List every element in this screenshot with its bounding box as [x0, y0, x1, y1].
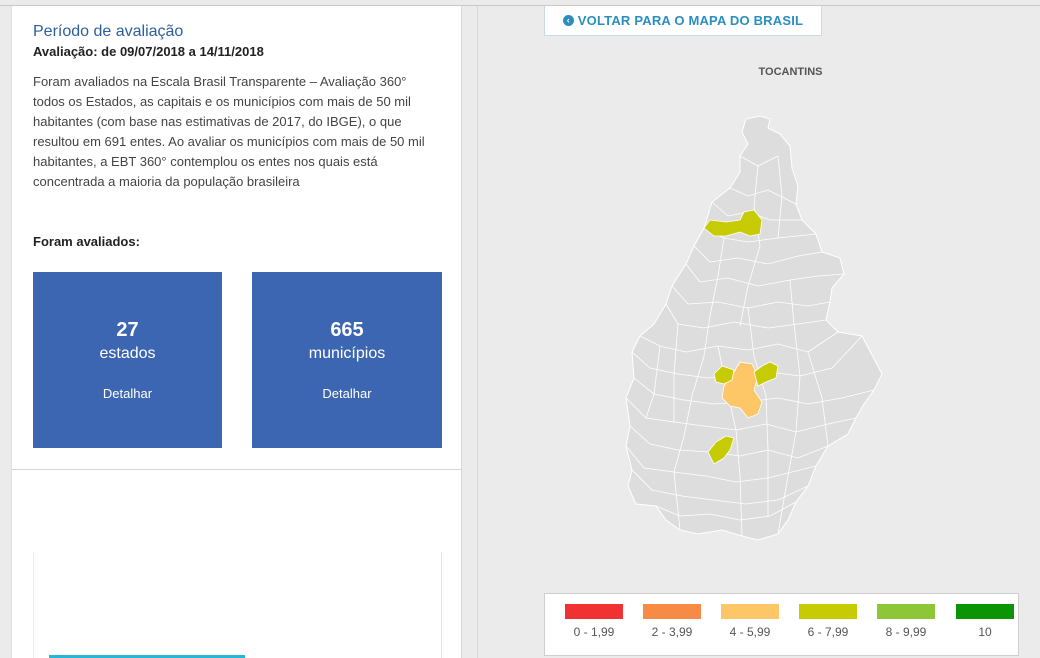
back-button-label: VOLTAR PARA O MAPA DO BRASIL — [577, 13, 804, 28]
legend-swatch — [877, 604, 935, 619]
municipalities-card[interactable]: 665 municípios Detalhar — [252, 272, 442, 448]
legend-label: 8 - 9,99 — [885, 625, 927, 639]
map-area: ‹ VOLTAR PARA O MAPA DO BRASIL TOCANTINS — [477, 6, 1040, 658]
legend-item: 10 — [956, 604, 1014, 639]
municipalities-label: municípios — [308, 345, 386, 362]
states-count: 27 — [116, 319, 139, 341]
municipality-score-6-7-south[interactable] — [707, 435, 735, 465]
legend-item: 0 - 1,99 — [565, 604, 623, 639]
municipalities-detail-link[interactable]: Detalhar — [322, 386, 372, 401]
legend-item: 8 - 9,99 — [877, 604, 935, 639]
period-title: Período de avaliação — [33, 23, 184, 40]
legend-item: 6 - 7,99 — [799, 604, 857, 639]
municipality-score-6-7-center-west[interactable] — [713, 365, 735, 385]
municipality-score-6-7-north[interactable] — [703, 209, 763, 237]
legend-swatch — [721, 604, 779, 619]
municipality-score-6-7-center-east[interactable] — [753, 361, 779, 387]
legend-label: 2 - 3,99 — [651, 625, 693, 639]
states-card[interactable]: 27 estados Detalhar — [33, 272, 222, 448]
back-to-brazil-map-button[interactable]: ‹ VOLTAR PARA O MAPA DO BRASIL — [544, 6, 822, 36]
lower-inner-box — [33, 552, 442, 658]
state-outline[interactable] — [625, 115, 883, 541]
period-dates: Avaliação: de 09/07/2018 a 14/11/2018 — [33, 44, 264, 59]
legend-item: 2 - 3,99 — [643, 604, 701, 639]
states-label: estados — [99, 345, 156, 362]
evaluated-label: Foram avaliados: — [33, 234, 140, 249]
legend-item: 4 - 5,99 — [721, 604, 779, 639]
chevron-left-circle-icon: ‹ — [562, 15, 574, 26]
state-name: TOCANTINS — [758, 66, 823, 78]
legend-label: 4 - 5,99 — [729, 625, 771, 639]
legend-swatch — [799, 604, 857, 619]
legend-label: 10 — [978, 625, 992, 639]
evaluation-panel: Período de avaliação Avaliação: de 09/07… — [11, 6, 462, 470]
teal-accent-bar — [49, 655, 245, 658]
legend-swatch — [643, 604, 701, 619]
legend-swatch — [565, 604, 623, 619]
states-detail-link[interactable]: Detalhar — [102, 386, 153, 401]
legend-label: 6 - 7,99 — [807, 625, 849, 639]
lower-panel — [11, 470, 462, 658]
legend-label: 0 - 1,99 — [573, 625, 615, 639]
municipalities-count: 665 — [330, 319, 364, 341]
tocantins-map[interactable] — [618, 106, 888, 546]
period-description: Foram avaliados na Escala Brasil Transpa… — [33, 74, 425, 189]
top-divider — [0, 5, 1040, 6]
score-legend: 0 - 1,99 2 - 3,99 4 - 5,99 6 - 7,99 8 - 9,99… — [544, 593, 1019, 656]
legend-swatch — [956, 604, 1014, 619]
